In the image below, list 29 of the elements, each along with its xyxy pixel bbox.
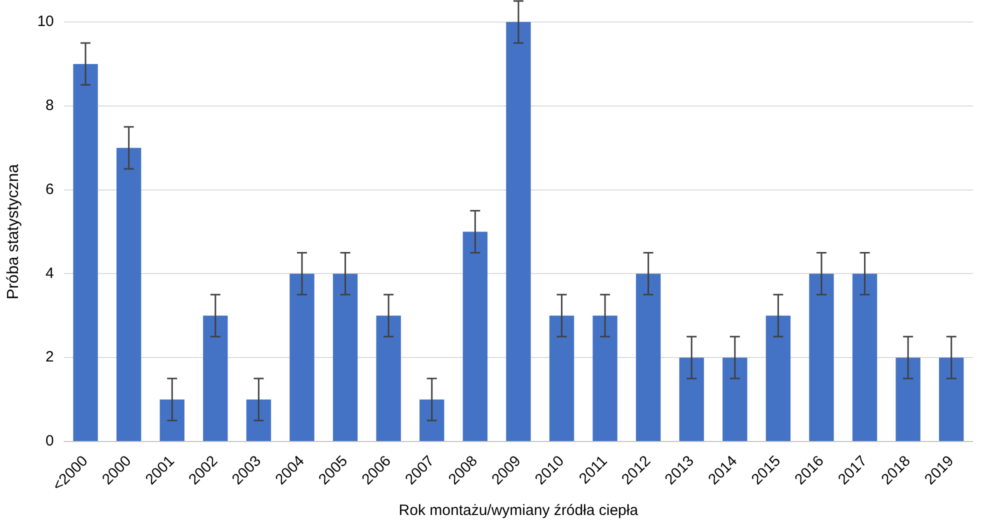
- bar: [592, 316, 618, 441]
- bar: [73, 64, 98, 441]
- y-tick-label: 10: [37, 13, 54, 30]
- bar: [852, 274, 878, 441]
- bar: [203, 316, 228, 441]
- y-tick-label: 8: [46, 97, 54, 114]
- bar: [766, 316, 791, 441]
- bar: [246, 400, 272, 441]
- bar: [376, 316, 401, 441]
- bar: [939, 358, 964, 441]
- y-axis-title: Próba statystyczna: [5, 164, 22, 300]
- y-tick-label: 6: [46, 180, 54, 198]
- bar: [160, 400, 184, 441]
- bar: [462, 232, 488, 441]
- bar: [332, 274, 358, 441]
- y-tick-label: 0: [46, 432, 54, 450]
- bar: [549, 316, 574, 441]
- y-tick-label: 4: [46, 264, 54, 282]
- bar: [722, 358, 748, 441]
- bar: [420, 400, 444, 441]
- bar: [679, 358, 704, 441]
- bar: [896, 358, 920, 441]
- bar: [116, 148, 142, 441]
- y-tick-label: 2: [46, 348, 54, 366]
- x-axis-title: Rok montażu/wymiany źródła ciepła: [398, 502, 639, 520]
- bar: [636, 274, 661, 441]
- bar: [809, 274, 834, 441]
- bar: [290, 274, 314, 441]
- bar: [506, 22, 531, 441]
